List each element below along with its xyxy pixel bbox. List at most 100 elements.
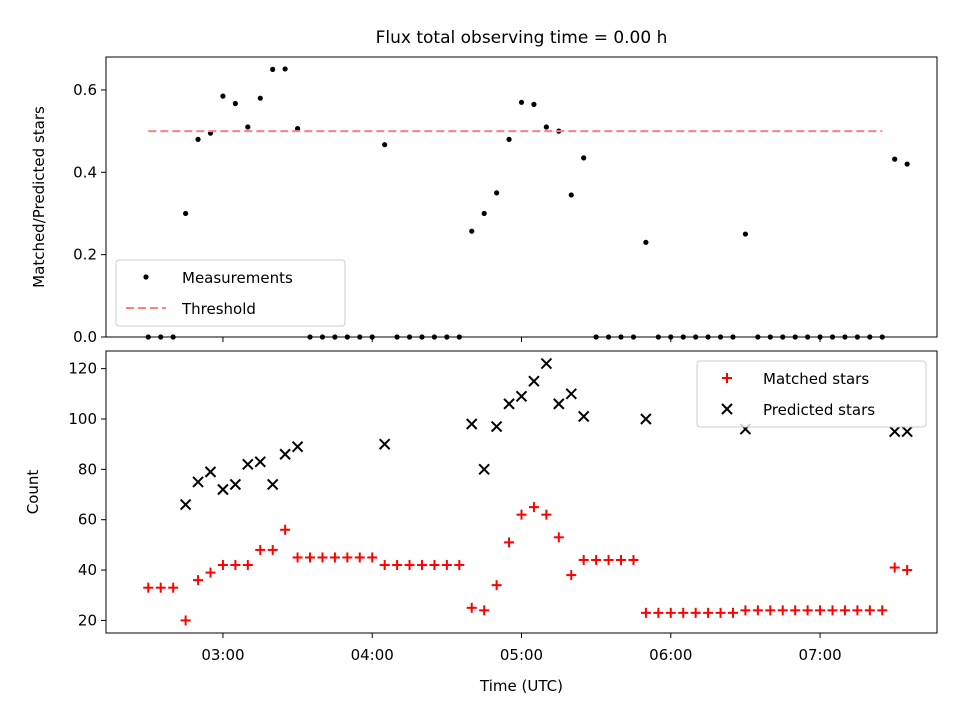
predicted-star-marker (901, 425, 913, 438)
matched-star-marker (690, 607, 701, 618)
matched-star-marker (504, 537, 515, 548)
matched-star-marker (217, 560, 228, 571)
x-tick-label: 04:00 (351, 646, 394, 664)
marker-stroke (888, 425, 901, 438)
marker-stroke (378, 438, 391, 450)
predicted-star-marker (888, 425, 901, 438)
legend-predicted-swatch (721, 403, 733, 415)
y-tick-label: 80 (78, 460, 97, 478)
matched-star-marker (566, 570, 577, 581)
x-tick-label: 05:00 (500, 646, 543, 664)
matched-star-marker (815, 605, 826, 616)
predicted-star-marker (291, 440, 304, 453)
marker-stroke (179, 498, 192, 511)
measurement-point (282, 66, 288, 72)
matched-star-marker (168, 582, 179, 593)
predicted-star-marker (217, 483, 229, 496)
matched-star-marker (491, 580, 502, 591)
predicted-star-marker (640, 413, 652, 425)
measurement-point (531, 101, 537, 107)
x-tick-label: 06:00 (649, 646, 692, 664)
marker-stroke (540, 357, 553, 370)
x-tick-label: 03:00 (201, 646, 244, 664)
marker-stroke (553, 398, 565, 410)
predicted-star-marker (490, 420, 503, 433)
matched-star-marker (864, 605, 875, 616)
marker-stroke (291, 440, 304, 453)
matched-star-marker (317, 552, 328, 563)
matched-star-marker (790, 605, 801, 616)
matched-star-marker (802, 605, 813, 616)
bottom-panel-counts: 20 40 60 80 100 120 03:00 04:00 05:00 06:00 07:00 C… (24, 350, 938, 695)
matched-star-marker (292, 552, 303, 563)
y-tick-label: 0.4 (73, 163, 97, 181)
predicted-star-marker (179, 498, 192, 511)
top-panel-ratio: 0.0 0.2 0.4 0.6 Matched/Predicted stars Measu… (30, 56, 938, 346)
matched-star-marker (678, 607, 689, 618)
measurement-point (469, 228, 475, 234)
y-tick-label: 40 (78, 561, 97, 579)
matched-star-marker (603, 554, 614, 565)
matched-star-marker (143, 582, 154, 593)
y-tick-label: 100 (68, 410, 97, 428)
measurement-point (568, 192, 574, 198)
predicted-star-marker (553, 398, 565, 410)
matched-star-marker (242, 560, 253, 571)
y-tick-label: 60 (78, 511, 97, 529)
matched-star-marker (466, 602, 477, 613)
matched-star-marker (541, 509, 552, 520)
predicted-star-marker (540, 357, 553, 370)
legend-label: Matched stars (763, 370, 869, 388)
measurement-point (195, 136, 201, 142)
matched-star-marker (516, 509, 527, 520)
matched-star-marker (305, 552, 316, 563)
chart-title: Flux total observing time = 0.00 h (376, 28, 668, 48)
measurement-point (742, 231, 749, 237)
measurement-point (382, 142, 388, 148)
series-matched-stars (143, 502, 913, 626)
matched-star-marker (777, 605, 788, 616)
matched-star-marker (416, 560, 427, 571)
matched-star-marker (280, 524, 291, 535)
predicted-star-marker (515, 390, 528, 403)
matched-star-marker (852, 605, 863, 616)
predicted-star-marker (577, 410, 590, 423)
measurement-point (494, 190, 500, 196)
measurement-point (904, 161, 910, 167)
matched-star-marker (877, 605, 888, 616)
y-tick-label: 0.6 (73, 81, 97, 99)
matched-star-marker (902, 565, 913, 576)
matched-star-marker (703, 607, 714, 618)
measurement-point (581, 155, 587, 161)
matched-star-marker (379, 560, 390, 571)
matched-star-marker (591, 554, 602, 565)
predicted-star-marker (204, 466, 217, 478)
legend-matched-swatch (722, 373, 732, 383)
matched-star-marker (180, 615, 191, 626)
legend-label: Measurements (182, 269, 293, 287)
matched-star-marker (715, 607, 726, 618)
y-tick-label: 20 (78, 611, 97, 629)
marker-stroke (565, 388, 577, 400)
matched-star-marker (889, 562, 900, 573)
predicted-star-marker (266, 478, 279, 491)
marker-stroke (503, 398, 515, 410)
matched-star-marker (752, 605, 763, 616)
marker-stroke (229, 478, 242, 491)
measurement-point (892, 156, 898, 162)
matched-star-marker (205, 567, 216, 578)
matched-star-marker (342, 552, 353, 563)
measurement-point (232, 100, 238, 107)
measurement-point (270, 66, 276, 72)
matched-star-marker (578, 554, 589, 565)
predicted-star-marker (242, 458, 254, 471)
matched-star-marker (441, 560, 452, 571)
measurement-point (481, 210, 487, 217)
y-axis-label: Matched/Predicted stars (30, 106, 48, 288)
matched-star-marker (839, 605, 850, 616)
measurement-point (506, 136, 512, 142)
matched-star-marker (193, 575, 204, 586)
measurement-point (220, 93, 226, 99)
predicted-star-marker (378, 438, 391, 450)
